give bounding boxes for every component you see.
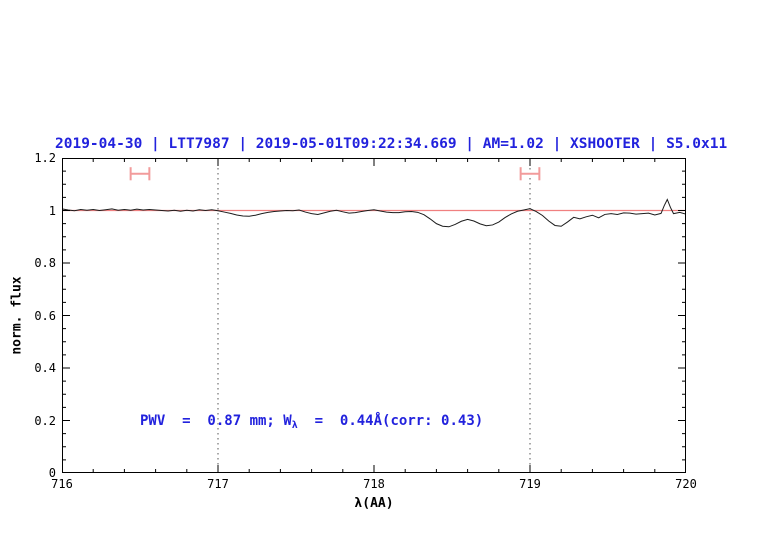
y-tick-label-0.6: 0.6 [34, 308, 56, 323]
annotation-pre: PWV = 0.87 mm; W [140, 413, 292, 429]
y-tick-label-0.8: 0.8 [34, 256, 56, 270]
y-tick-label-0.2: 0.2 [34, 413, 56, 428]
y-axis-label: norm. flux [9, 276, 25, 355]
y-tick-label-0: 0 [48, 466, 56, 480]
x-axis-label: λ(AA) [354, 496, 394, 511]
plot-canvas [62, 158, 686, 473]
x-tick-label-717: 717 [207, 477, 229, 491]
y-tick-label-0.4: 0.4 [34, 361, 56, 375]
plot-title: 2019-04-30 | LTT7987 | 2019-05-01T09:22:… [55, 136, 728, 152]
x-tick-label-720: 720 [675, 477, 697, 491]
x-tick-label-718: 718 [363, 477, 385, 491]
normalized-spectrum-line [62, 198, 686, 228]
y-tick-label-1: 1 [48, 203, 56, 218]
y-tick-label-1.2: 1.2 [34, 151, 56, 165]
x-tick-label-719: 719 [519, 477, 541, 491]
pwv-annotation: PWV = 0.87 mm; Wλ = 0.44Å(corr: 0.43) [140, 413, 483, 431]
annotation-post: = 0.44Å(corr: 0.43) [297, 413, 484, 429]
annotation-lambda-subscript: λ [291, 420, 298, 431]
x-tick-label-716: 716 [51, 477, 73, 491]
